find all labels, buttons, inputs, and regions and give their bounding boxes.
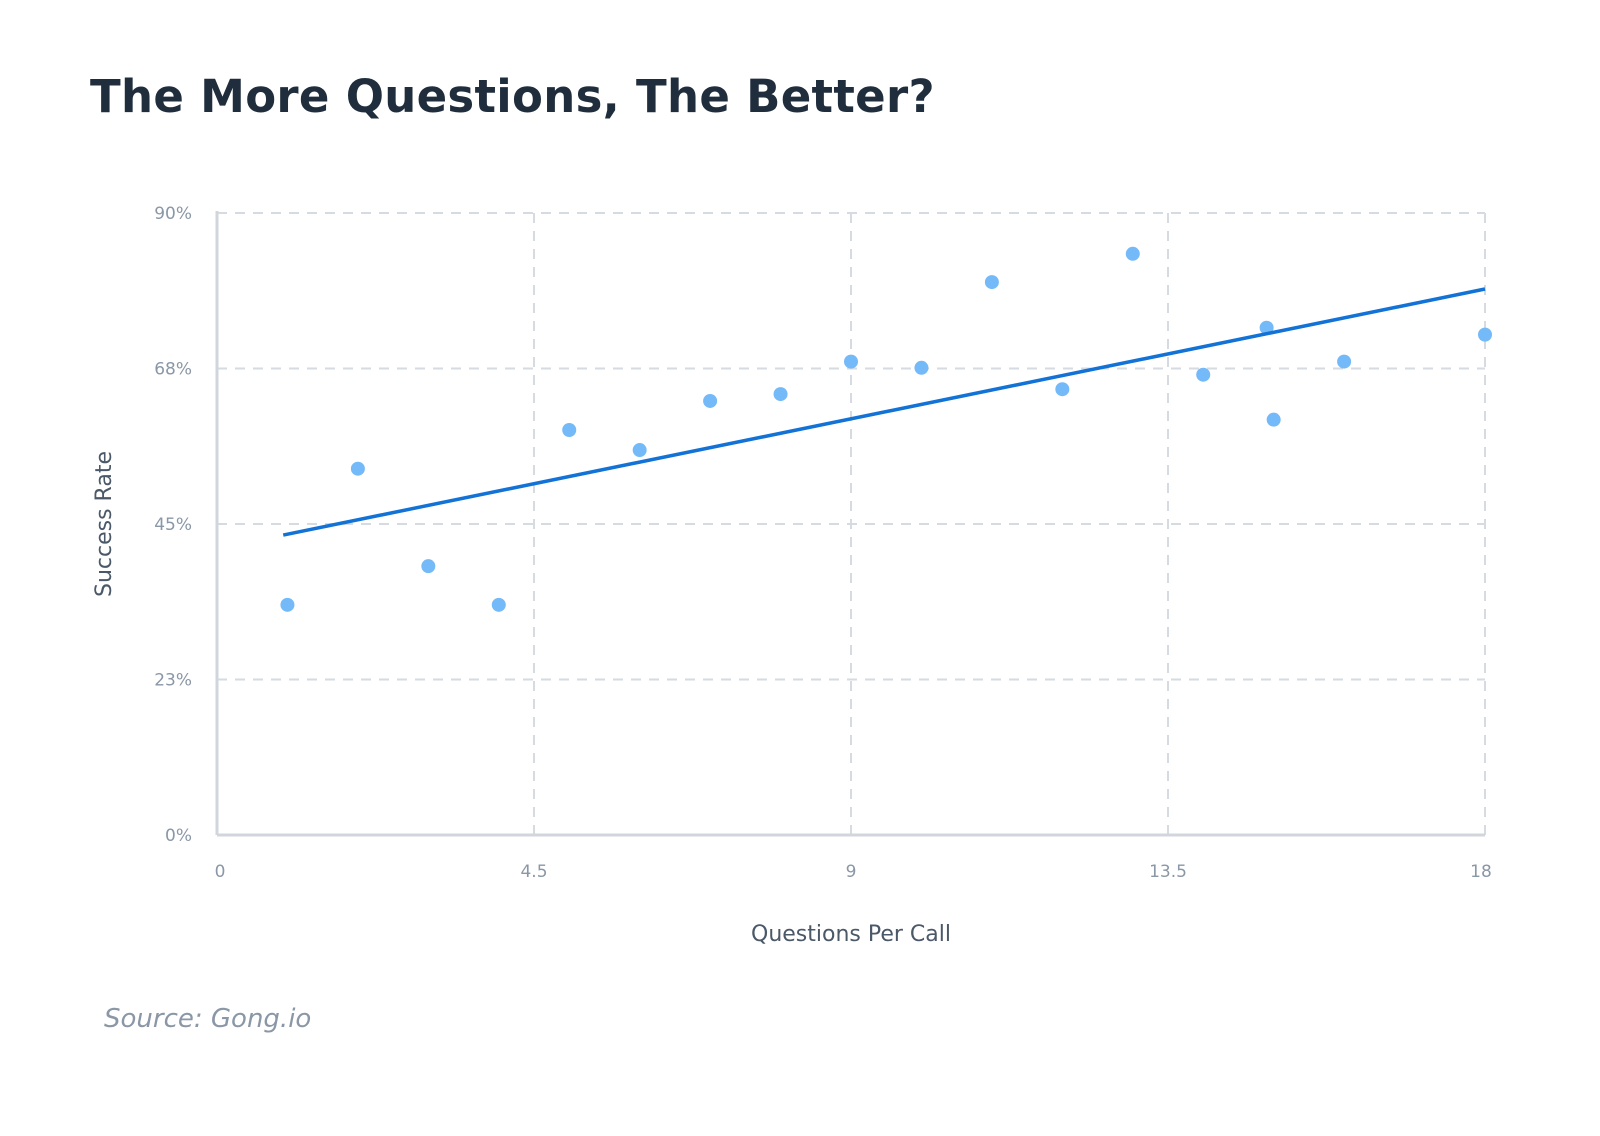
data-point	[1266, 412, 1281, 427]
data-point	[1259, 320, 1274, 335]
x-tick-label: 13.5	[1149, 862, 1187, 882]
chart-title: The More Questions, The Better?	[90, 70, 935, 123]
y-tick-label: 23%	[154, 671, 192, 691]
data-point	[280, 597, 295, 612]
x-axis-label: Questions Per Call	[751, 922, 951, 947]
data-point	[1478, 327, 1492, 342]
data-point	[984, 275, 999, 290]
y-tick-label: 68%	[154, 360, 192, 380]
data-point	[1337, 354, 1352, 369]
y-tick-label: 90%	[154, 204, 192, 224]
y-tick-label: 0%	[165, 826, 192, 846]
data-point	[844, 354, 858, 369]
data-point	[350, 461, 365, 476]
trendline	[282, 287, 1486, 537]
data-point	[914, 360, 929, 375]
data-point	[632, 443, 647, 458]
data-point	[703, 393, 718, 408]
x-tick-label: 18	[1470, 862, 1492, 882]
x-tick-label: 0	[215, 862, 226, 882]
y-tick-label: 45%	[154, 515, 192, 535]
data-point	[491, 597, 506, 612]
source-note: Source: Gong.io	[104, 1004, 312, 1034]
data-point	[421, 559, 436, 574]
x-tick-label: 9	[846, 862, 857, 882]
data-point	[562, 423, 577, 438]
data-point	[1125, 246, 1140, 261]
x-tick-label: 4.5	[520, 862, 547, 882]
data-point	[773, 387, 788, 402]
data-point	[1055, 382, 1070, 397]
data-point	[1196, 367, 1211, 382]
y-axis-label: Success Rate	[92, 451, 117, 597]
